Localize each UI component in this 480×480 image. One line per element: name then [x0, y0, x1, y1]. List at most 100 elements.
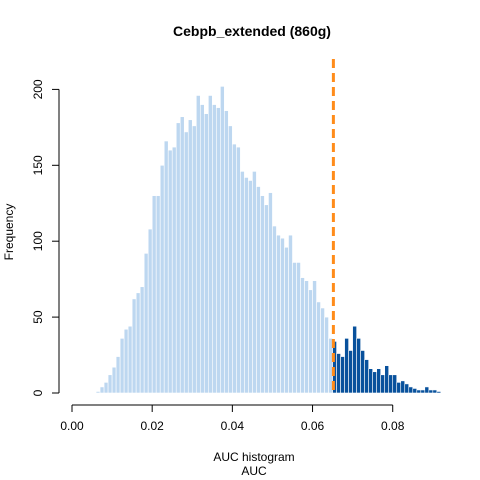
histogram-bar: [159, 165, 165, 394]
chart-title: Cebpb_extended (860g): [173, 23, 331, 39]
histogram-bar: [296, 262, 301, 394]
histogram-bar: [244, 177, 249, 394]
histogram-bar: [348, 350, 353, 394]
histogram-bar: [155, 195, 161, 394]
histogram-bar: [340, 356, 345, 394]
histogram-bar: [203, 113, 209, 394]
histogram-bar: [344, 338, 349, 394]
x-tick-label: 0.08: [381, 419, 405, 433]
histogram-bar: [228, 125, 233, 394]
histogram-bar: [183, 131, 189, 394]
histogram-bar: [135, 292, 141, 394]
histogram-bar: [408, 386, 414, 394]
histogram-bar: [268, 192, 273, 394]
histogram-bar: [416, 389, 422, 394]
histogram-bar: [368, 368, 373, 394]
histogram-bar: [392, 374, 398, 394]
histogram-bar: [216, 107, 221, 394]
histogram-bar: [171, 146, 177, 394]
y-axis-label: Frequency: [2, 204, 16, 261]
y-tick-label: 0: [31, 389, 45, 396]
histogram-bar: [260, 195, 265, 394]
histogram-bar: [324, 316, 329, 394]
histogram-bar: [380, 374, 386, 394]
histogram-bar: [320, 307, 325, 394]
y-tick-label: 100: [31, 231, 45, 251]
histogram-bar: [388, 374, 394, 394]
histogram-bar: [356, 338, 361, 394]
histogram-bar: [300, 277, 305, 394]
histogram-bars: [95, 86, 442, 394]
histogram-bar: [240, 171, 245, 394]
histogram-bar: [360, 350, 365, 394]
x-axis-label-2: AUC: [241, 464, 267, 478]
histogram-bar: [111, 366, 117, 394]
histogram-bar: [276, 234, 281, 394]
histogram-bar: [151, 195, 157, 394]
histogram-bar: [99, 386, 105, 394]
y-tick-label: 150: [31, 155, 45, 175]
histogram-bar: [376, 368, 381, 394]
histogram-bar: [143, 253, 149, 394]
histogram-bar: [103, 382, 109, 394]
histogram-bar: [436, 391, 442, 394]
histogram-bar: [220, 86, 225, 394]
x-tick-label: 0.06: [301, 419, 325, 433]
histogram-bar: [428, 389, 434, 394]
histogram-bar: [292, 262, 297, 394]
y-axis: 0 50 100 150 200: [31, 79, 60, 396]
histogram-bar: [412, 388, 418, 394]
histogram-bar: [187, 119, 193, 394]
histogram-bar: [432, 389, 438, 394]
y-tick-label: 50: [31, 310, 45, 324]
histogram-bar: [175, 122, 181, 394]
histogram-bar: [304, 280, 309, 394]
histogram-bar: [256, 186, 261, 394]
x-tick-label: 0.00: [60, 419, 84, 433]
histogram-bar: [404, 383, 410, 394]
histogram-bar: [400, 380, 406, 394]
histogram-bar: [139, 286, 145, 394]
histogram-bar: [123, 328, 129, 394]
histogram-bar: [352, 325, 357, 394]
histogram-bar: [131, 298, 137, 394]
y-tick-label: 200: [31, 79, 45, 99]
histogram-bar: [280, 237, 285, 394]
histogram-bar: [248, 180, 253, 394]
histogram-bar: [396, 382, 402, 394]
histogram-bar: [224, 110, 229, 394]
histogram-bar: [95, 391, 101, 394]
histogram-bar: [115, 356, 121, 394]
histogram-bar: [264, 204, 269, 394]
x-tick-label: 0.02: [141, 419, 165, 433]
histogram-bar: [252, 171, 257, 394]
x-tick-label: 0.04: [221, 419, 245, 433]
histogram-bar: [372, 371, 377, 394]
histogram-bar: [179, 116, 185, 394]
histogram-bar: [127, 325, 133, 394]
histogram-bar: [119, 338, 125, 394]
histogram-bar: [312, 280, 317, 394]
histogram-bar: [424, 386, 430, 394]
histogram-bar: [284, 246, 289, 394]
histogram-bar: [199, 104, 205, 394]
histogram-bar: [336, 353, 341, 394]
histogram-bar: [147, 228, 153, 394]
histogram-bar: [195, 95, 201, 394]
histogram-bar: [316, 301, 321, 394]
histogram-bar: [308, 289, 313, 394]
histogram-bar: [364, 359, 369, 394]
histogram-bar: [384, 365, 390, 394]
histogram-bar: [163, 140, 169, 394]
histogram-bar: [236, 146, 241, 394]
histogram-bar: [288, 234, 293, 394]
histogram-bar: [212, 104, 217, 394]
x-axis-label-1: AUC histogram: [213, 450, 294, 464]
histogram-bar: [272, 225, 277, 394]
histogram-bar: [191, 125, 197, 394]
histogram-bar: [420, 389, 426, 394]
histogram-bar: [167, 149, 173, 394]
histogram-bar: [208, 95, 213, 394]
histogram-bar: [107, 374, 113, 394]
